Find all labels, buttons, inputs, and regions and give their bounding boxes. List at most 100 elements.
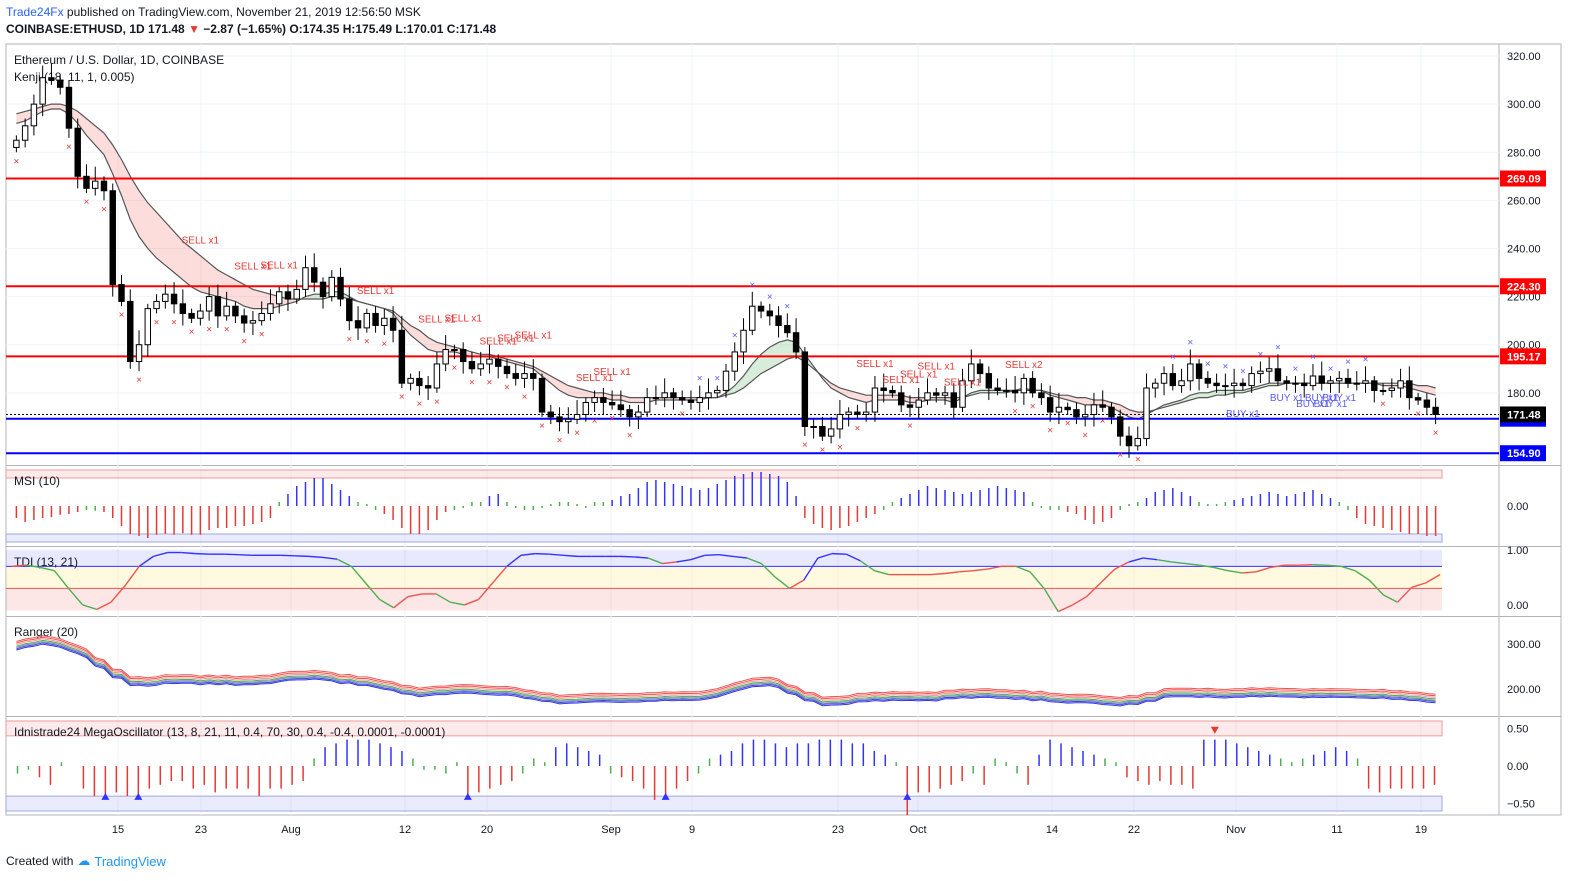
sell-signal-label: SELL x1 <box>418 314 456 325</box>
tdi-line-segment <box>181 551 196 555</box>
sell-marker: × <box>679 409 685 420</box>
ranger-band-line <box>16 635 1436 699</box>
tdi-line-segment <box>563 554 578 558</box>
tdi-line-segment <box>464 598 479 606</box>
ranger-band-line <box>16 643 1436 707</box>
sell-marker: × <box>1012 406 1018 417</box>
candle-down <box>188 312 195 319</box>
tradingview-logo-text[interactable]: TradingView <box>94 853 166 869</box>
buy-signal-label: BUY x1 <box>1296 399 1330 410</box>
level-price-tag <box>1500 170 1546 187</box>
candle-down <box>1038 392 1045 399</box>
cloud-bull-segment <box>752 354 762 381</box>
candle-up <box>30 103 38 127</box>
tdi-line-segment <box>1199 564 1214 569</box>
tdi-line-segment <box>760 563 776 578</box>
tdi-line-segment <box>364 582 381 600</box>
buy-marker: × <box>1328 364 1334 375</box>
tradingview-cloud-icon: ☁ <box>77 853 91 868</box>
sell-marker: × <box>1380 399 1386 410</box>
ranger-band-line <box>16 639 1436 703</box>
y-tick-label: 260.00 <box>1507 195 1541 207</box>
candle-up <box>267 303 274 314</box>
candle-down <box>538 377 546 413</box>
sell-marker: × <box>854 423 860 434</box>
cloud-bear-segment <box>883 395 893 401</box>
sell-signal-label: SELL x1 <box>918 362 956 373</box>
tdi-line-segment <box>1425 573 1441 584</box>
y-tick-label: 0.00 <box>1507 501 1528 513</box>
buy-marker: × <box>1310 352 1316 363</box>
cloud-bear-segment <box>1076 397 1086 405</box>
candle-up <box>205 296 213 312</box>
tdi-line-segment <box>832 552 847 555</box>
candle-down <box>1213 382 1220 387</box>
candle-up <box>924 392 931 401</box>
candle-down <box>1195 363 1203 379</box>
oscillator-buy-triangle <box>101 792 110 800</box>
sell-marker: × <box>1433 428 1439 439</box>
tdi-line-segment <box>1043 588 1059 612</box>
cloud-bear-segment <box>831 383 840 393</box>
cloud-bear-segment <box>612 395 621 401</box>
candle-down <box>1064 406 1071 411</box>
candle-up <box>21 125 29 141</box>
sell-signal-label: SELL x1 <box>900 370 938 381</box>
mega-upper-band <box>5 720 1443 737</box>
sell-marker: × <box>1047 426 1053 437</box>
candle-up <box>1143 387 1150 440</box>
candle-down <box>1239 382 1247 387</box>
candle-up <box>39 77 46 105</box>
cloud-bear-segment <box>1418 385 1427 393</box>
candle-up <box>13 139 20 148</box>
sell-marker: × <box>346 334 352 345</box>
candle-up <box>1362 380 1369 384</box>
candle-up <box>1388 387 1396 391</box>
sell-signal-label: SELL x1 <box>856 359 894 370</box>
candle-up <box>714 389 721 394</box>
mega-lower-band <box>5 795 1443 812</box>
sell-marker: × <box>119 310 125 321</box>
sell-signal-label: SELL x1 <box>944 378 982 389</box>
candle-down <box>100 180 108 192</box>
sell-marker: × <box>522 392 528 403</box>
cloud-bear-segment <box>226 274 236 302</box>
candle-down <box>1414 397 1422 401</box>
candle-down <box>792 332 800 353</box>
candle-down <box>950 392 957 408</box>
publisher-link[interactable]: Trade24Fx <box>6 5 64 19</box>
tdi-line-segment <box>732 555 748 559</box>
tdi-line-segment <box>26 564 41 569</box>
candle-down <box>311 267 318 283</box>
candle-up <box>1222 385 1229 388</box>
candle-down <box>319 281 327 298</box>
symbol-label: COINBASE:ETHUSD, 1D <box>6 22 149 36</box>
tdi-line-segment <box>1298 563 1313 566</box>
candle-up <box>582 401 590 415</box>
cloud-bear-segment <box>51 104 61 109</box>
candle-up <box>223 305 230 317</box>
tdi-line-segment <box>690 554 706 561</box>
candle-down <box>83 175 90 189</box>
candle-down <box>372 312 379 326</box>
candle-down <box>56 79 64 88</box>
candle-up <box>258 312 265 322</box>
cloud-bear-segment <box>16 111 26 124</box>
candle-down <box>240 315 248 324</box>
tdi-line-segment <box>746 557 762 565</box>
buy-marker: × <box>1275 342 1281 353</box>
candle-up <box>302 267 309 290</box>
cloud-bear-segment <box>629 397 639 403</box>
tdi-line-segment <box>407 593 423 598</box>
tdi-line-segment <box>1397 586 1413 603</box>
sell-signal-label: SELL x1 <box>182 236 220 247</box>
sell-marker: × <box>504 382 510 393</box>
candle-down <box>1274 368 1282 382</box>
tdi-line-segment <box>1227 570 1243 574</box>
candle-down <box>1125 435 1133 447</box>
buy-marker: × <box>697 374 703 385</box>
buy-marker: × <box>767 292 773 303</box>
sell-marker: × <box>539 421 545 432</box>
cloud-bear-segment <box>191 248 201 292</box>
